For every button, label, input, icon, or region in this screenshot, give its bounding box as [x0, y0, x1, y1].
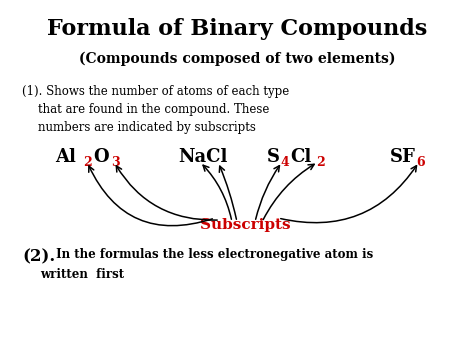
Text: written  first: written first	[40, 268, 124, 281]
Text: (Compounds composed of two elements): (Compounds composed of two elements)	[79, 52, 395, 66]
Text: O: O	[93, 148, 109, 166]
Text: Cl: Cl	[290, 148, 311, 166]
Text: (2).: (2).	[22, 248, 55, 265]
Text: Formula of Binary Compounds: Formula of Binary Compounds	[47, 18, 427, 40]
Text: 2: 2	[83, 156, 92, 169]
Text: Subscripts: Subscripts	[200, 218, 290, 232]
Text: 3: 3	[111, 156, 119, 169]
Text: numbers are indicated by subscripts: numbers are indicated by subscripts	[38, 121, 256, 134]
Text: 4: 4	[280, 156, 289, 169]
Text: NaCl: NaCl	[178, 148, 228, 166]
Text: 2: 2	[316, 156, 325, 169]
Text: that are found in the compound. These: that are found in the compound. These	[38, 103, 269, 116]
Text: In the formulas the less electronegative atom is: In the formulas the less electronegative…	[52, 248, 373, 261]
Text: SF: SF	[390, 148, 416, 166]
Text: (1). Shows the number of atoms of each type: (1). Shows the number of atoms of each t…	[22, 85, 289, 98]
Text: S: S	[267, 148, 280, 166]
Text: 6: 6	[416, 156, 425, 169]
Text: Al: Al	[55, 148, 76, 166]
